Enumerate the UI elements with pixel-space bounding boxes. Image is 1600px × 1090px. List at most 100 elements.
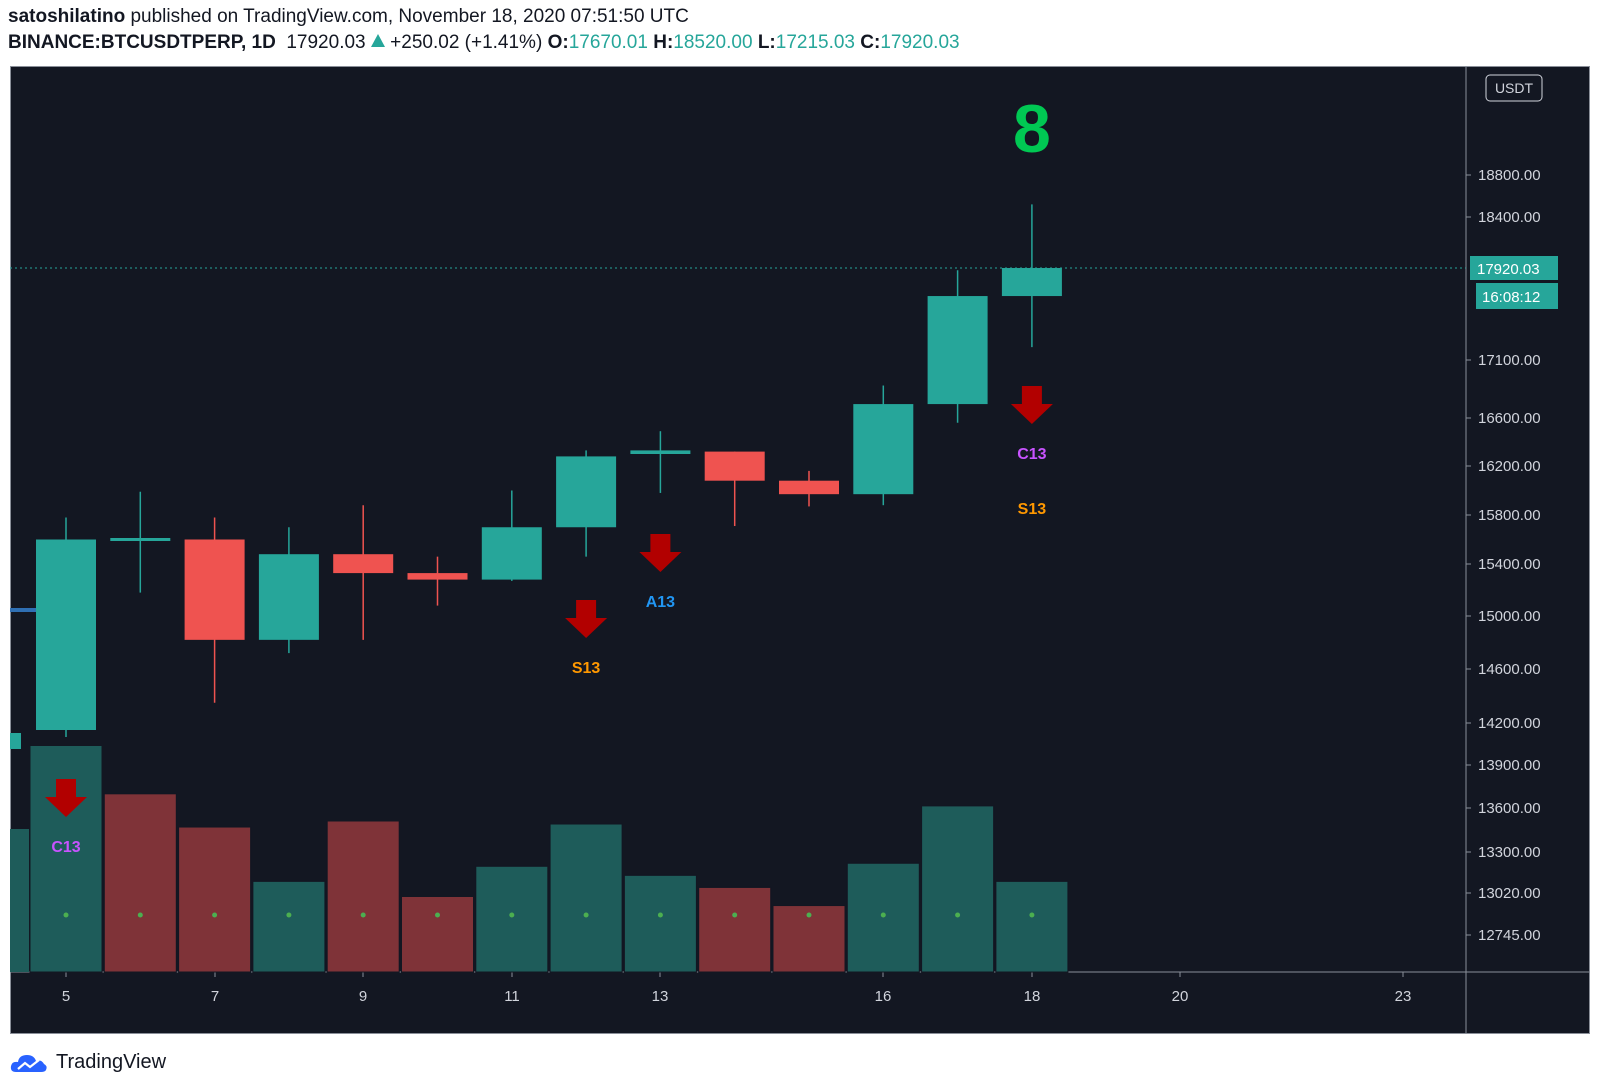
price-tick-label: 13300.00 <box>1478 844 1541 861</box>
currency-badge[interactable] <box>1485 74 1543 102</box>
candle-body[interactable] <box>556 456 617 528</box>
volume-dot <box>806 912 812 918</box>
price-tick-label: 15800.00 <box>1478 507 1541 524</box>
time-tick-label: 16 <box>875 988 892 1005</box>
time-tick-label: 13 <box>652 988 669 1005</box>
chart-background <box>10 66 1590 1034</box>
volume-bar <box>772 905 846 973</box>
last-price-badge-label: 17920.03 <box>1477 261 1540 278</box>
close-label: C: <box>860 32 881 53</box>
price-tick-label: 18400.00 <box>1478 209 1541 226</box>
time-tick-label: 11 <box>504 988 520 1005</box>
candle-body[interactable] <box>407 573 468 580</box>
currency-badge-label: USDT <box>1495 80 1534 96</box>
candle-body[interactable] <box>36 539 96 731</box>
volume-dot <box>63 912 69 918</box>
volume-bar <box>995 880 1069 973</box>
volume-dot <box>435 912 440 918</box>
price-tick-label: 15000.00 <box>1478 608 1541 625</box>
high-label: H: <box>653 32 674 53</box>
volume-bar <box>401 896 474 973</box>
open-value: 17670.01 <box>568 32 648 53</box>
chart-border <box>10 66 1590 1034</box>
price-tick-label: 15400.00 <box>1478 556 1541 573</box>
up-triangle-icon <box>370 34 385 47</box>
price-tick-label: 14200.00 <box>1478 715 1541 732</box>
sequential-count-label: 8 <box>1013 91 1051 167</box>
price-tick-label: 16600.00 <box>1478 410 1541 427</box>
price-tick-label: 13900.00 <box>1478 757 1541 774</box>
price-tick-label: 12745.00 <box>1478 927 1541 944</box>
volume-bar <box>178 826 252 973</box>
price-tick-label: 14600.00 <box>1478 661 1541 678</box>
sell-arrow-icon <box>565 600 608 638</box>
volume-dot <box>509 912 515 918</box>
volume-dot <box>212 912 218 918</box>
candle-body[interactable] <box>779 480 839 495</box>
publish-info: satoshilatino published on TradingView.c… <box>8 6 689 28</box>
signal-tag: S13 <box>572 660 601 677</box>
candle-body[interactable] <box>704 451 765 481</box>
price-tick-label: 16200.00 <box>1478 458 1541 475</box>
volume-bar <box>103 793 177 973</box>
last-price-badge <box>1470 255 1558 280</box>
low-value: 17215.03 <box>775 32 855 53</box>
last-price: 17920.03 <box>286 32 366 53</box>
volume-dot <box>360 912 366 918</box>
volume-dot <box>286 912 292 918</box>
volume-bar <box>475 865 549 973</box>
countdown-badge-label: 16:08:12 <box>1482 289 1540 306</box>
author-name[interactable]: satoshilatino <box>8 6 126 27</box>
time-tick-label: 18 <box>1024 988 1041 1005</box>
volume-bar <box>252 880 326 973</box>
time-tick-label: 9 <box>359 988 367 1005</box>
candle-body[interactable] <box>110 538 171 541</box>
volume-bar <box>623 874 697 973</box>
signal-tag: A13 <box>646 594 675 611</box>
volume-bar <box>10 829 29 972</box>
price-tick-label: 13020.00 <box>1478 885 1541 902</box>
change-value: +250.02 (+1.41%) <box>390 32 543 53</box>
low-label: L: <box>757 32 776 53</box>
ohlc-legend: BINANCE:BTCUSDTPERP, 1D 17920.03 +250.02… <box>8 32 960 54</box>
candle-body[interactable] <box>481 527 542 580</box>
volume-bar <box>921 805 995 973</box>
high-value: 18520.00 <box>673 32 753 53</box>
candle-body[interactable] <box>1001 268 1062 297</box>
price-tick-label: 17100.00 <box>1478 352 1541 369</box>
candle-body[interactable] <box>333 554 394 574</box>
footer-brand[interactable]: TradingView <box>56 1051 167 1073</box>
signal-tag: S13 <box>1018 501 1047 518</box>
volume-bar <box>846 862 920 973</box>
sell-arrow-icon <box>45 779 87 817</box>
price-chart[interactable]: 18800.00 18400.00 17100.00 16600.00 16200.00… <box>10 66 1590 1034</box>
candle-body[interactable] <box>184 539 245 640</box>
volume-dot <box>657 912 663 918</box>
volume-dot <box>1029 912 1035 918</box>
volume-bar <box>326 820 400 973</box>
candle-body[interactable] <box>927 296 988 405</box>
volume-dot <box>583 912 589 918</box>
volume-dot <box>880 912 886 918</box>
tradingview-cloud-icon <box>10 1054 47 1072</box>
time-tick-label: 7 <box>211 988 219 1005</box>
open-label: O: <box>547 32 569 53</box>
candle-body[interactable] <box>853 404 914 495</box>
candle-body[interactable] <box>258 554 319 640</box>
volume-bar <box>698 886 772 973</box>
time-tick-label: 20 <box>1172 988 1189 1005</box>
volume-dot <box>955 912 961 918</box>
signal-tag: C13 <box>51 839 80 856</box>
signal-tag: C13 <box>1017 446 1046 463</box>
time-tick-label: 23 <box>1395 988 1412 1005</box>
price-tick-label: 13600.00 <box>1478 800 1541 817</box>
volume-dot <box>732 912 738 918</box>
close-value: 17920.03 <box>880 32 960 53</box>
tradingview-footer: TradingView <box>10 1051 166 1074</box>
sell-arrow-icon <box>1010 386 1053 424</box>
sell-arrow-icon <box>639 534 682 572</box>
countdown-badge <box>1476 282 1558 309</box>
symbol-label[interactable]: BINANCE:BTCUSDTPERP, 1D <box>8 32 276 53</box>
candle-body[interactable] <box>630 450 691 454</box>
volume-dot <box>137 912 143 918</box>
